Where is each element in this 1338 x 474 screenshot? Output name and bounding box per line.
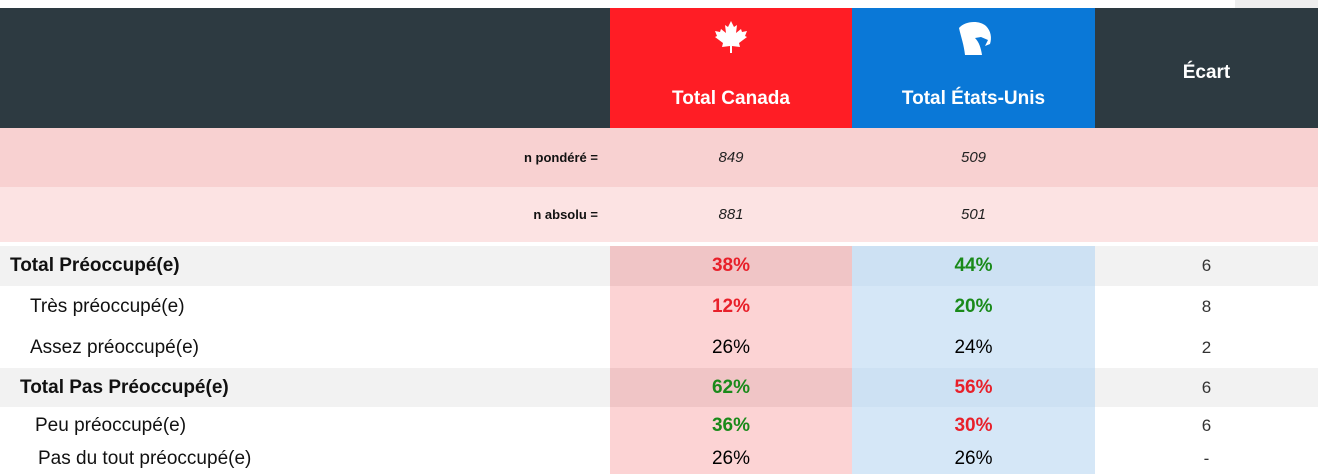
row-label: Très préoccupé(e) [30, 295, 185, 317]
gap-cell: 6 [1201, 415, 1212, 435]
row-label: n pondéré = [523, 150, 598, 165]
gap-cell: 8 [1201, 296, 1212, 316]
row-label: Pas du tout préoccupé(e) [38, 448, 252, 469]
sample-row: n absolu = 881 501 [0, 187, 1318, 242]
sample-row: n pondéré = 849 509 [0, 128, 1318, 187]
percent-cell: 26% [852, 444, 1095, 474]
total-row: Total Préoccupé(e) 38% 44% 6 [0, 246, 1318, 286]
row-label: n absolu = [533, 207, 598, 222]
eagle-icon [958, 22, 991, 55]
corner-strip [1235, 0, 1318, 8]
percent-cell: 30% [852, 407, 1095, 444]
row-label: Total Pas Préoccupé(e) [20, 376, 229, 398]
column-title: Total États-Unis [901, 88, 1046, 109]
maple-leaf-icon [715, 21, 747, 53]
sample-size: 509 [960, 149, 987, 166]
data-row: Très préoccupé(e) 12% 20% 8 [0, 286, 1318, 327]
row-label: Total Préoccupé(e) [10, 255, 180, 276]
percent-cell: 26% [610, 444, 852, 474]
gap-cell: 2 [1201, 337, 1212, 357]
usa-header: Total États-Unis [852, 8, 1095, 128]
percent-cell: 12% [610, 286, 852, 327]
sample-size: 501 [960, 206, 987, 223]
percent-cell: 26% [610, 327, 852, 368]
data-row: Peu préoccupé(e) 36% 30% 6 [0, 407, 1318, 444]
percent-cell: 56% [852, 368, 1095, 407]
sample-size: 881 [718, 206, 744, 223]
gap-cell: - [1203, 449, 1210, 468]
data-row: Assez préoccupé(e) 26% 24% 2 [0, 327, 1318, 368]
percent-cell: 20% [852, 286, 1095, 327]
gap-header: Écart [1095, 8, 1318, 128]
percent-cell: 44% [852, 246, 1095, 286]
canada-header: Total Canada [610, 8, 852, 128]
total-row: Total Pas Préoccupé(e) 62% 56% 6 [0, 368, 1318, 407]
row-label: Assez préoccupé(e) [30, 336, 199, 358]
sample-size: 849 [718, 149, 744, 166]
percent-cell: 36% [610, 407, 852, 444]
percent-cell: 38% [610, 246, 852, 286]
percent-cell: 62% [610, 368, 852, 407]
row-label: Peu préoccupé(e) [35, 414, 187, 436]
column-title: Total Canada [672, 88, 790, 109]
gap-cell: 6 [1201, 377, 1212, 397]
data-row: Pas du tout préoccupé(e) 26% 26% - [0, 444, 1318, 474]
column-title: Écart [1182, 62, 1231, 83]
gap-cell: 6 [1201, 256, 1212, 275]
percent-cell: 24% [852, 327, 1095, 368]
